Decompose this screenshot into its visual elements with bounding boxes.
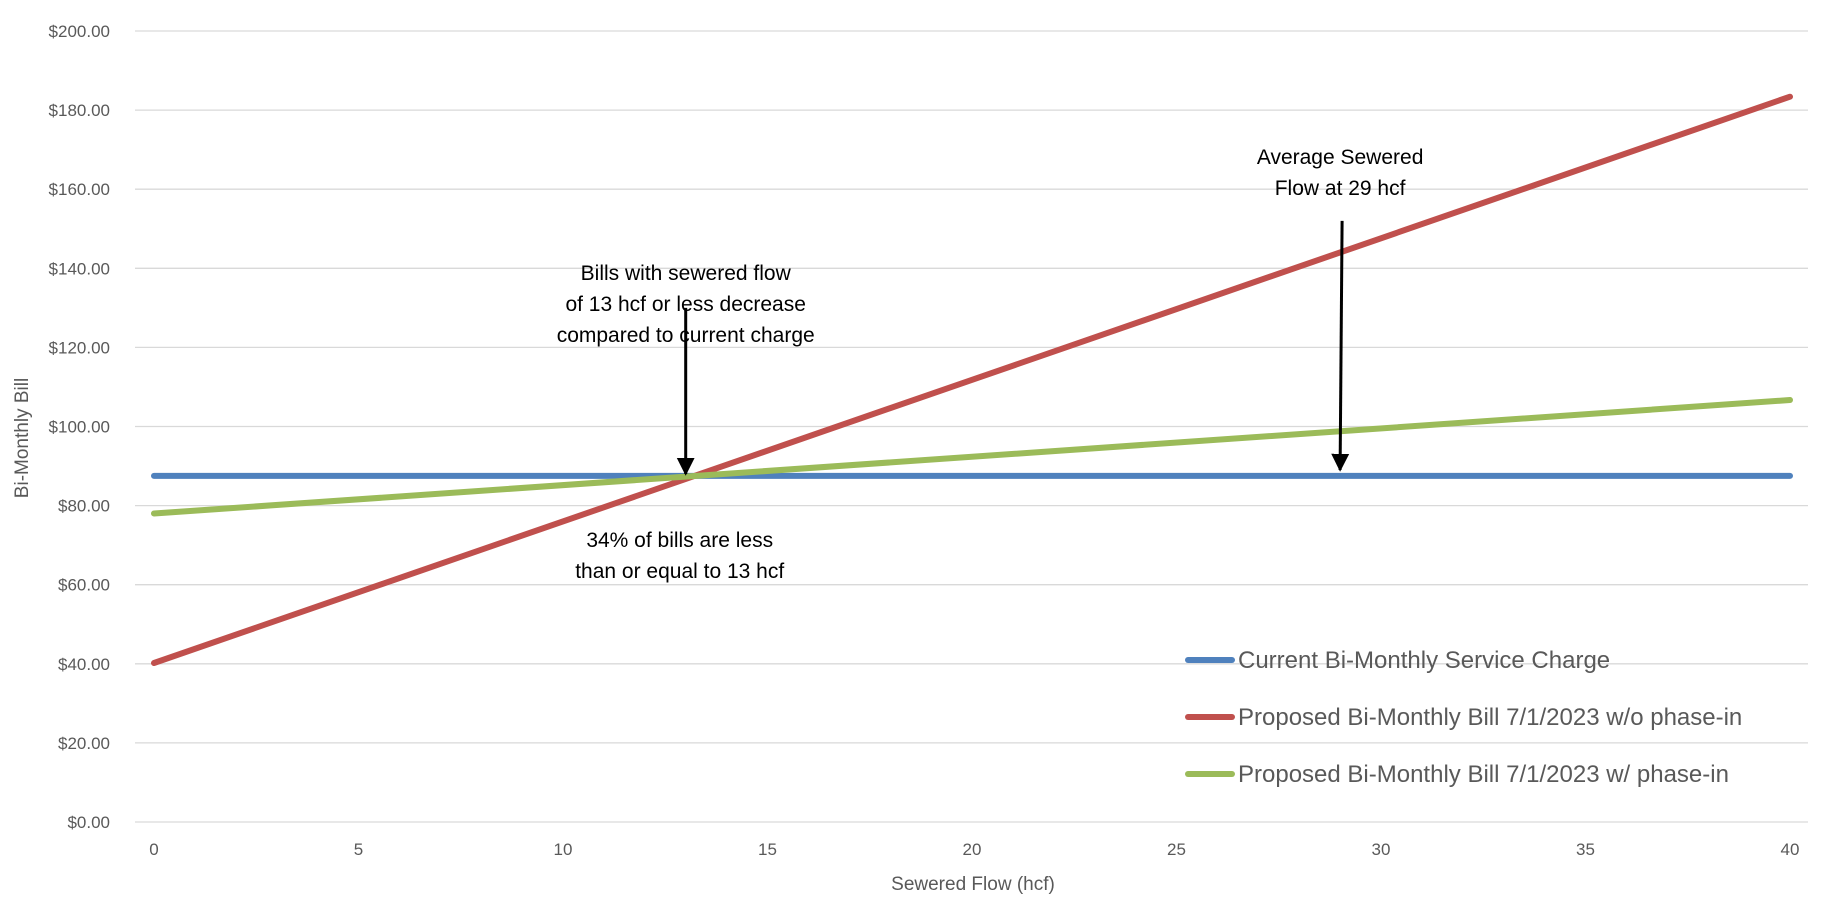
y-tick-label: $140.00 bbox=[49, 259, 110, 278]
y-axis-ticks: $0.00 $20.00 $40.00 $60.00 $80.00 $100.00 $120… bbox=[49, 22, 110, 832]
x-tick-label: 10 bbox=[554, 840, 573, 859]
x-tick-label: 0 bbox=[149, 840, 158, 859]
x-axis-ticks: 0 5 10 15 20 25 30 35 40 bbox=[149, 840, 1799, 859]
legend-item-phase-in: Proposed Bi-Monthly Bill 7/1/2023 w/ pha… bbox=[1238, 761, 1729, 788]
annotation-decrease-text: Bills with sewered flow bbox=[581, 262, 792, 285]
legend-item-current: Current Bi-Monthly Service Charge bbox=[1238, 647, 1610, 674]
annotations: Bills with sewered flow of 13 hcf or less… bbox=[557, 146, 1424, 583]
proposed-phase-in-line bbox=[151, 397, 1793, 517]
annotation-arrow bbox=[1331, 220, 1350, 472]
x-tick-label: 40 bbox=[1781, 840, 1800, 859]
x-axis-title: Sewered Flow (hcf) bbox=[891, 874, 1055, 895]
y-tick-label: $0.00 bbox=[67, 813, 110, 832]
annotation-percent-text: 34% of bills are less bbox=[586, 529, 773, 552]
y-tick-label: $60.00 bbox=[58, 576, 110, 595]
gridlines bbox=[135, 30, 1808, 823]
x-tick-label: 35 bbox=[1576, 840, 1595, 859]
x-tick-label: 20 bbox=[963, 840, 982, 859]
y-tick-label: $100.00 bbox=[49, 418, 110, 437]
y-tick-label: $120.00 bbox=[49, 338, 110, 357]
x-tick-label: 25 bbox=[1167, 840, 1186, 859]
legend-item-no-phase-in: Proposed Bi-Monthly Bill 7/1/2023 w/o ph… bbox=[1238, 704, 1742, 731]
y-tick-label: $180.00 bbox=[49, 101, 110, 120]
y-tick-label: $20.00 bbox=[58, 734, 110, 753]
proposed-no-phase-in-line bbox=[151, 93, 1793, 666]
x-tick-label: 30 bbox=[1372, 840, 1391, 859]
y-tick-label: $200.00 bbox=[49, 22, 110, 41]
annotation-decrease-text: of 13 hcf or less decrease bbox=[565, 293, 805, 316]
legend: Current Bi-Monthly Service Charge Propose… bbox=[1185, 647, 1742, 788]
y-tick-label: $80.00 bbox=[58, 497, 110, 516]
annotation-average-text: Flow at 29 hcf bbox=[1275, 177, 1406, 200]
series-lines bbox=[151, 93, 1793, 666]
annotation-average-text: Average Sewered bbox=[1257, 146, 1424, 169]
x-tick-label: 5 bbox=[354, 840, 363, 859]
y-axis-title: Bi-Monthly Bill bbox=[12, 378, 33, 498]
annotation-percent-text: than or equal to 13 hcf bbox=[575, 560, 784, 583]
y-tick-label: $160.00 bbox=[49, 180, 110, 199]
x-tick-label: 15 bbox=[758, 840, 777, 859]
y-tick-label: $40.00 bbox=[58, 655, 110, 674]
